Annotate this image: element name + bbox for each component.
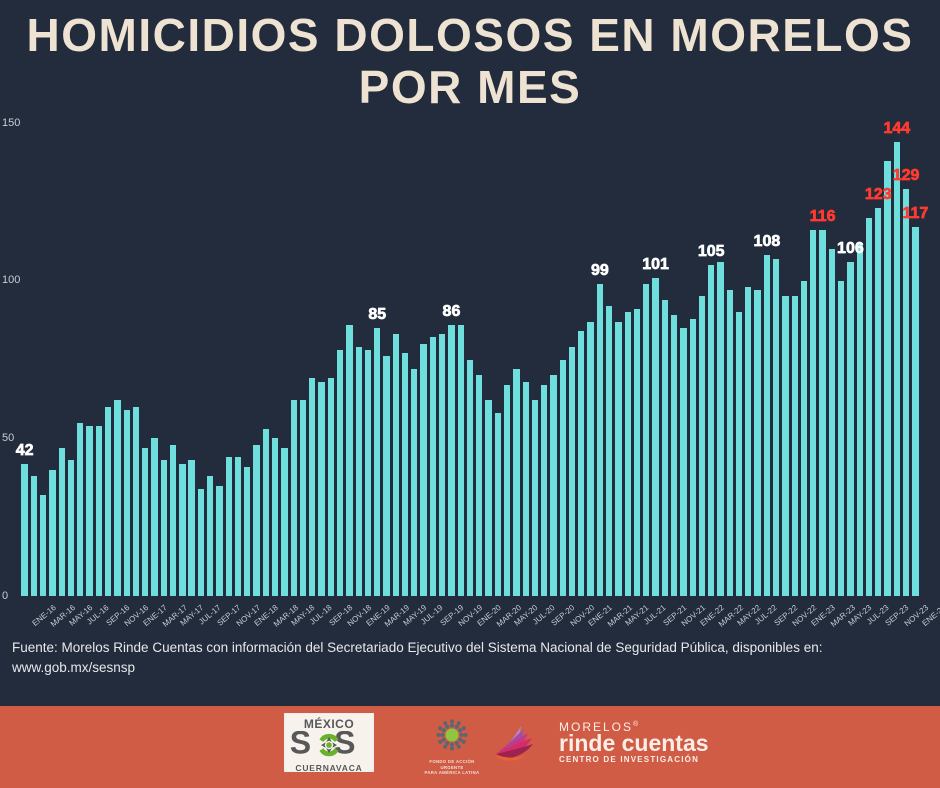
svg-text:S: S (290, 731, 311, 760)
svg-text:S: S (334, 731, 355, 760)
